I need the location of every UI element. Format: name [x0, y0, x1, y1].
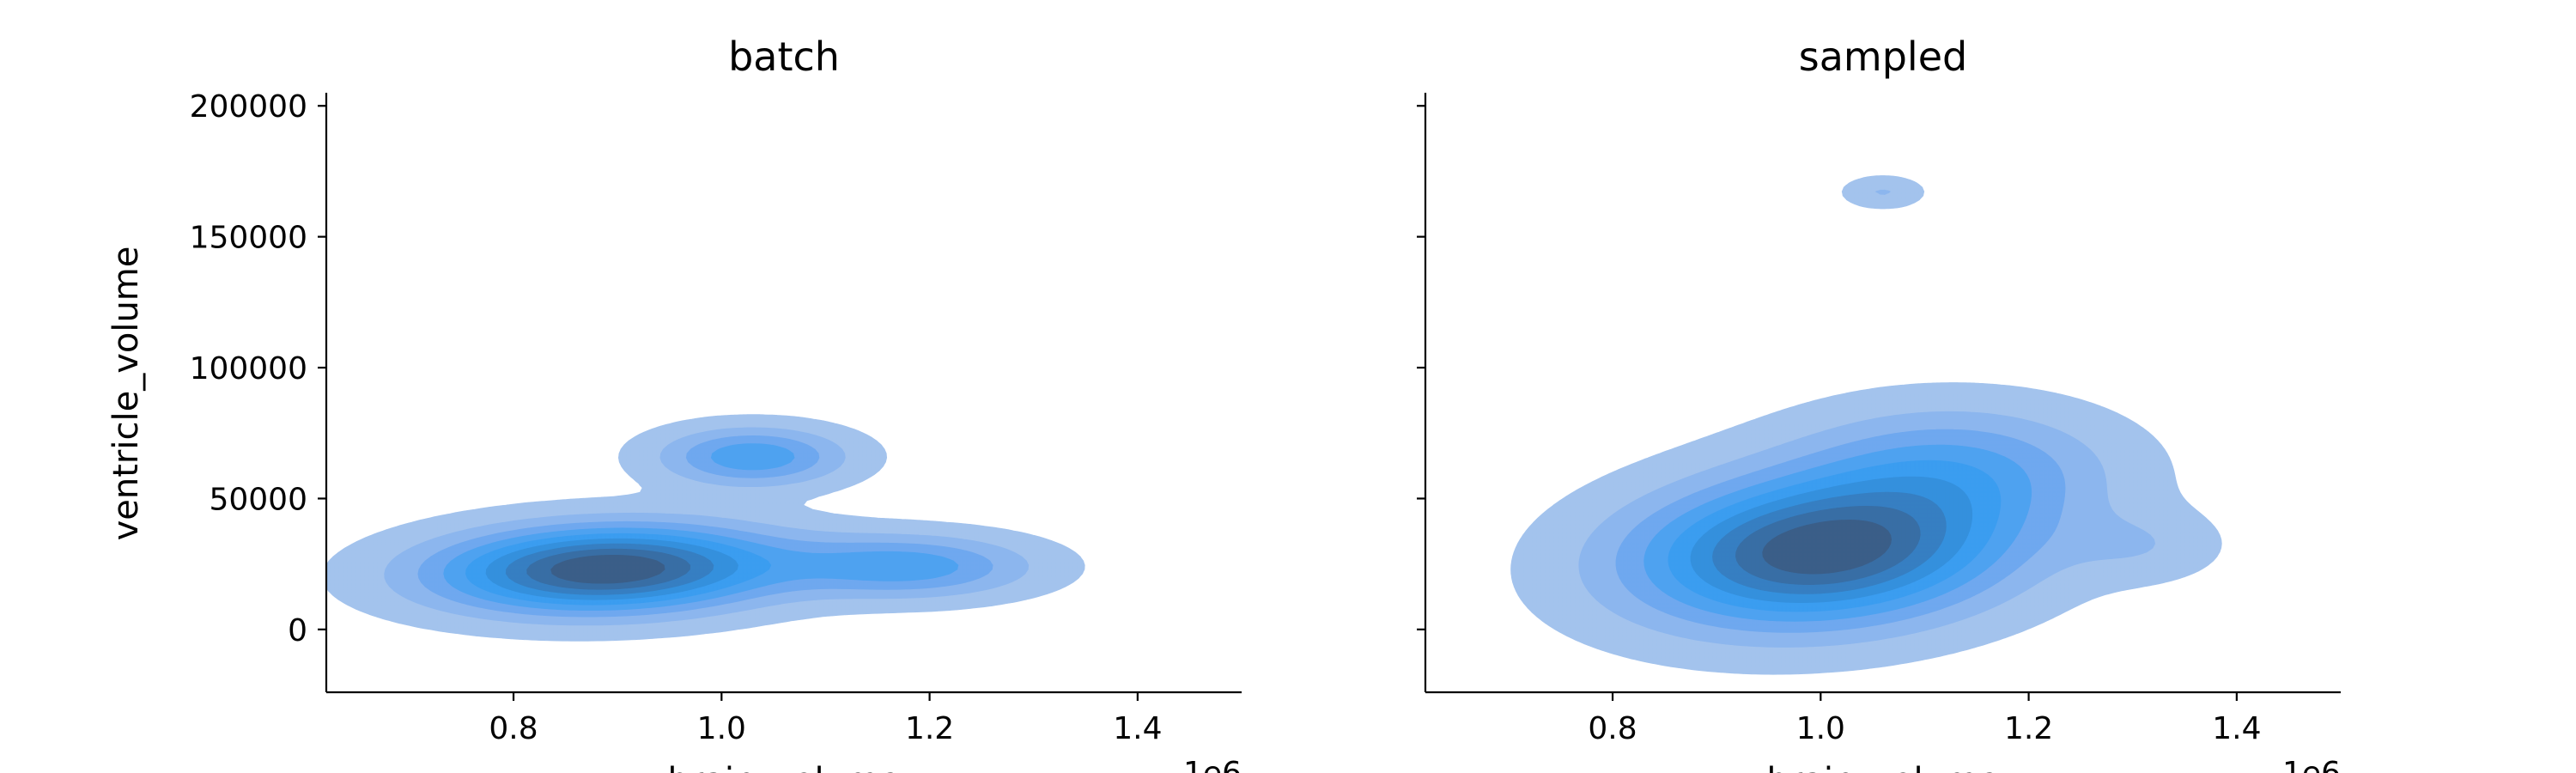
x-tick-label: 1.2	[2004, 711, 2053, 746]
panel-title: batch	[728, 33, 840, 80]
y-tick-label: 150000	[190, 221, 307, 256]
y-tick-label: 50000	[209, 482, 307, 517]
x-tick-label: 1.4	[1113, 711, 1162, 746]
density-contours	[1510, 175, 2222, 675]
x-axis-label: brain_volume	[668, 761, 901, 773]
x-offset-label: 1e6	[2282, 756, 2341, 773]
x-ticks: 0.8 1.0 1.2 1.4	[489, 692, 1162, 746]
y-ticks: 0 50000 100000 150000 200000	[190, 89, 326, 648]
density-level-9	[1762, 519, 1893, 575]
x-axis-label: brain_volume	[1767, 761, 2000, 773]
chart-panel-sampled: 0.8 1.0 1.2 1.4 sampled brain_volume 1e6	[1417, 33, 2341, 773]
y-tick-label: 0	[288, 613, 307, 648]
chart-panel-batch: 0.8 1.0 1.2 1.4 0 50000 100000 150000 200000 ba…	[106, 33, 1242, 773]
density-level-9	[550, 554, 665, 584]
panel-title: sampled	[1799, 33, 1967, 80]
x-tick-label: 1.2	[905, 711, 954, 746]
x-tick-label: 0.8	[489, 711, 538, 746]
x-tick-label: 1.0	[1796, 711, 1845, 746]
x-tick-label: 0.8	[1588, 711, 1637, 746]
density-contours	[325, 414, 1085, 642]
x-ticks: 0.8 1.0 1.2 1.4	[1588, 692, 2261, 746]
x-offset-label: 1e6	[1183, 756, 1242, 773]
y-axis-label: ventricle_volume	[106, 247, 146, 541]
y-ticks	[1417, 105, 1425, 630]
x-tick-label: 1.0	[697, 711, 746, 746]
y-tick-label: 200000	[190, 89, 307, 125]
x-tick-label: 1.4	[2212, 711, 2261, 746]
y-tick-label: 100000	[190, 351, 307, 386]
